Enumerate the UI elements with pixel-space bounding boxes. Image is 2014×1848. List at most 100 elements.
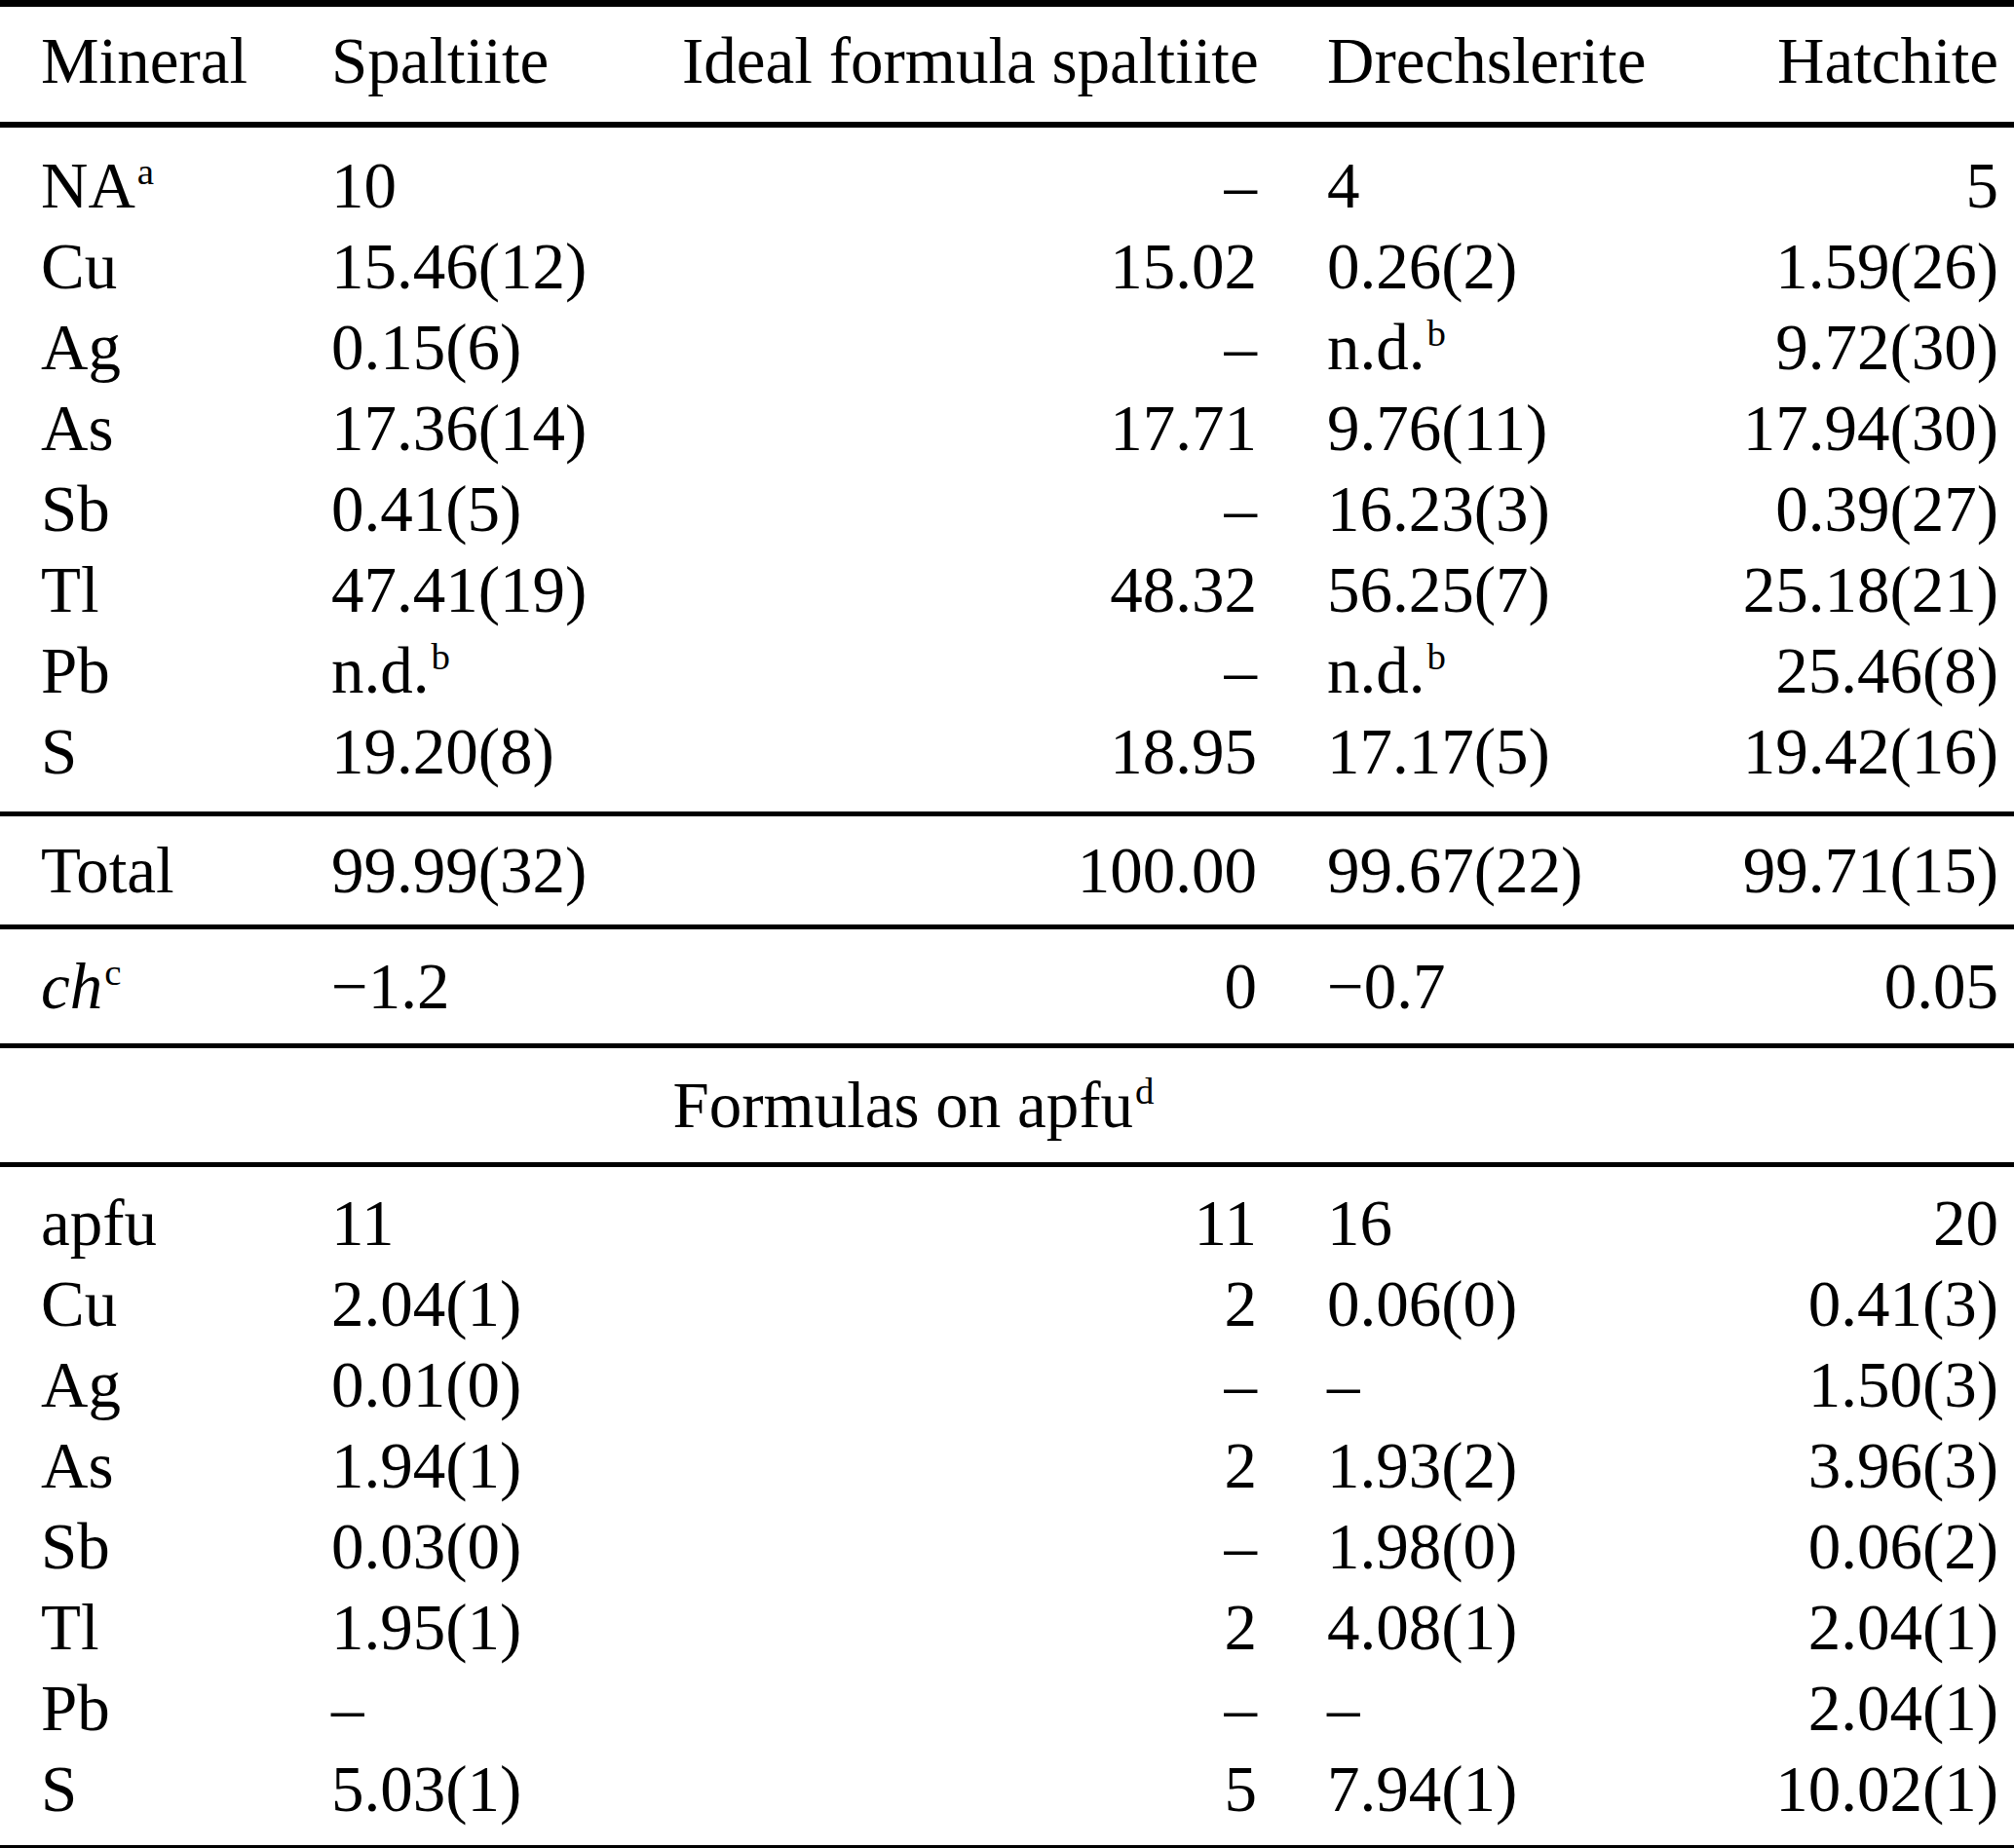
row-label-sb: Sb	[0, 1506, 331, 1587]
table-row-na: NAa10–45	[0, 125, 2014, 226]
section-formulas-header: Formulas on apfud	[0, 1046, 2014, 1165]
cell-pb-hatchite: 2.04(1)	[1734, 1668, 2014, 1749]
cell-cu-ideal-formula-spaltiite: 15.02	[682, 226, 1257, 307]
cell-pb-ideal-formula-spaltiite: –	[682, 630, 1257, 711]
column-header-mineral: Mineral	[0, 4, 331, 126]
row-label-tl: Tl	[0, 1587, 331, 1668]
cell-as-ideal-formula-spaltiite: 2	[682, 1425, 1257, 1506]
cell-as-drechslerite: 9.76(11)	[1257, 388, 1734, 469]
cell-cu-spaltiite: 2.04(1)	[331, 1263, 682, 1344]
row-label-apfu: apfu	[0, 1165, 331, 1264]
cell-as-drechslerite: 1.93(2)	[1257, 1425, 1734, 1506]
cell-total-drechslerite: 99.67(22)	[1257, 814, 1734, 927]
mineral-composition-table: MineralSpaltiiteIdeal formula spaltiiteD…	[0, 0, 2014, 1848]
cell-sb-drechslerite: 16.23(3)	[1257, 469, 1734, 549]
cell-tl-drechslerite: 56.25(7)	[1257, 549, 1734, 630]
cell-cu-hatchite: 0.41(3)	[1734, 1263, 2014, 1344]
cell-ag-spaltiite: 0.15(6)	[331, 307, 682, 388]
cell-ch-spaltiite: −1.2	[331, 927, 682, 1046]
row-label-ag: Ag	[0, 1344, 331, 1425]
table-row-pb: Pbn.d.b–n.d.b25.46(8)	[0, 630, 2014, 711]
cell-s-ideal-formula-spaltiite: 18.95	[682, 711, 1257, 814]
table-row-s: S19.20(8)18.9517.17(5)19.42(16)	[0, 711, 2014, 814]
cell-s-hatchite: 10.02(1)	[1734, 1749, 2014, 1848]
cell-tl-hatchite: 25.18(21)	[1734, 549, 2014, 630]
cell-ag-drechslerite: n.d.b	[1257, 307, 1734, 388]
cell-sb-hatchite: 0.06(2)	[1734, 1506, 2014, 1587]
cell-tl-drechslerite: 4.08(1)	[1257, 1587, 1734, 1668]
table-row-as: As1.94(1)21.93(2)3.96(3)	[0, 1425, 2014, 1506]
cell-tl-hatchite: 2.04(1)	[1734, 1587, 2014, 1668]
row-label-ch: chc	[0, 927, 331, 1046]
cell-ag-ideal-formula-spaltiite: –	[682, 1344, 1257, 1425]
cell-sb-drechslerite: 1.98(0)	[1257, 1506, 1734, 1587]
footnote-marker-b: b	[432, 635, 450, 677]
cell-tl-ideal-formula-spaltiite: 48.32	[682, 549, 1257, 630]
row-label-cu: Cu	[0, 226, 331, 307]
footnote-marker-b: b	[1427, 635, 1446, 677]
cell-apfu-ideal-formula-spaltiite: 11	[682, 1165, 1257, 1264]
footnote-marker-c: c	[104, 951, 121, 993]
table-row-sb: Sb0.03(0)–1.98(0)0.06(2)	[0, 1506, 2014, 1587]
table-row-ag: Ag0.01(0)––1.50(3)	[0, 1344, 2014, 1425]
table-row-tl: Tl1.95(1)24.08(1)2.04(1)	[0, 1587, 2014, 1668]
column-header-ideal-formula-spaltiite: Ideal formula spaltiite	[682, 4, 1257, 126]
header-row: MineralSpaltiiteIdeal formula spaltiiteD…	[0, 4, 2014, 126]
cell-as-ideal-formula-spaltiite: 17.71	[682, 388, 1257, 469]
cell-s-spaltiite: 5.03(1)	[331, 1749, 682, 1848]
cell-tl-spaltiite: 1.95(1)	[331, 1587, 682, 1668]
row-label-s: S	[0, 1749, 331, 1848]
table-header: MineralSpaltiiteIdeal formula spaltiiteD…	[0, 4, 2014, 126]
row-label-pb: Pb	[0, 1668, 331, 1749]
row-label-sb: Sb	[0, 469, 331, 549]
cell-ag-hatchite: 9.72(30)	[1734, 307, 2014, 388]
cell-tl-spaltiite: 47.41(19)	[331, 549, 682, 630]
cell-na-ideal-formula-spaltiite: –	[682, 125, 1257, 226]
footnote-marker-b: b	[1427, 312, 1446, 354]
cell-na-spaltiite: 10	[331, 125, 682, 226]
cell-pb-drechslerite: –	[1257, 1668, 1734, 1749]
column-header-spaltiite: Spaltiite	[331, 4, 682, 126]
cell-cu-drechslerite: 0.26(2)	[1257, 226, 1734, 307]
cell-as-hatchite: 17.94(30)	[1734, 388, 2014, 469]
cell-cu-spaltiite: 15.46(12)	[331, 226, 682, 307]
cell-pb-hatchite: 25.46(8)	[1734, 630, 2014, 711]
cell-sb-ideal-formula-spaltiite: –	[682, 1506, 1257, 1587]
cell-apfu-drechslerite: 16	[1257, 1165, 1734, 1264]
footnote-marker-d: d	[1135, 1070, 1154, 1112]
cell-total-hatchite: 99.71(15)	[1734, 814, 2014, 927]
section-apfu: apfu11111620Cu2.04(1)20.06(0)0.41(3)Ag0.…	[0, 1165, 2014, 1848]
cell-ag-hatchite: 1.50(3)	[1734, 1344, 2014, 1425]
cell-cu-drechslerite: 0.06(0)	[1257, 1263, 1734, 1344]
row-label-tl: Tl	[0, 549, 331, 630]
row-label-ag: Ag	[0, 307, 331, 388]
cell-tl-ideal-formula-spaltiite: 2	[682, 1587, 1257, 1668]
formulas-header-cell: Formulas on apfud	[0, 1046, 2014, 1165]
cell-ag-ideal-formula-spaltiite: –	[682, 307, 1257, 388]
cell-s-drechslerite: 7.94(1)	[1257, 1749, 1734, 1848]
column-header-drechslerite: Drechslerite	[1257, 4, 1734, 126]
cell-na-hatchite: 5	[1734, 125, 2014, 226]
cell-total-spaltiite: 99.99(32)	[331, 814, 682, 927]
row-label-as: As	[0, 388, 331, 469]
row-label-cu: Cu	[0, 1263, 331, 1344]
row-label-total: Total	[0, 814, 331, 927]
table-row-tl: Tl47.41(19)48.3256.25(7)25.18(21)	[0, 549, 2014, 630]
section-total: Total99.99(32)100.0099.67(22)99.71(15)	[0, 814, 2014, 927]
cell-cu-hatchite: 1.59(26)	[1734, 226, 2014, 307]
cell-sb-ideal-formula-spaltiite: –	[682, 469, 1257, 549]
cell-pb-drechslerite: n.d.b	[1257, 630, 1734, 711]
cell-ag-spaltiite: 0.01(0)	[331, 1344, 682, 1425]
table-row-cu: Cu15.46(12)15.020.26(2)1.59(26)	[0, 226, 2014, 307]
table-row-s: S5.03(1)57.94(1)10.02(1)	[0, 1749, 2014, 1848]
section-wt-percent: NAa10–45Cu15.46(12)15.020.26(2)1.59(26)A…	[0, 125, 2014, 814]
table-row-sb: Sb0.41(5)–16.23(3)0.39(27)	[0, 469, 2014, 549]
table-row-pb: Pb–––2.04(1)	[0, 1668, 2014, 1749]
table-row-total: Total99.99(32)100.0099.67(22)99.71(15)	[0, 814, 2014, 927]
cell-as-spaltiite: 17.36(14)	[331, 388, 682, 469]
column-header-hatchite: Hatchite	[1734, 4, 2014, 126]
cell-cu-ideal-formula-spaltiite: 2	[682, 1263, 1257, 1344]
cell-as-hatchite: 3.96(3)	[1734, 1425, 2014, 1506]
cell-s-drechslerite: 17.17(5)	[1257, 711, 1734, 814]
table-row-ch: chc−1.20−0.70.05	[0, 927, 2014, 1046]
